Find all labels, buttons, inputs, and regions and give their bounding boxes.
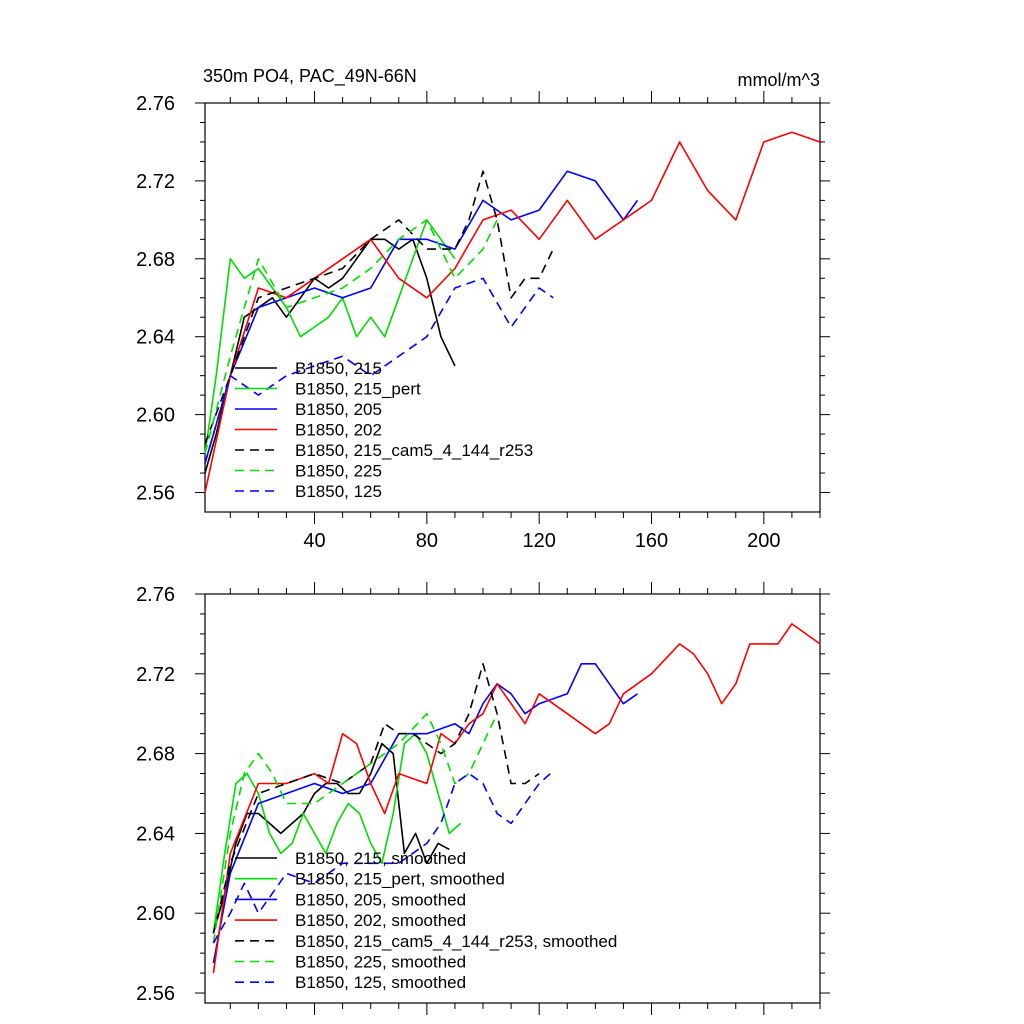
y-tick-label: 2.60 — [136, 903, 175, 925]
series-line — [212, 742, 450, 934]
y-tick-label: 2.72 — [136, 664, 175, 686]
series-line — [204, 170, 639, 464]
series-line — [212, 732, 462, 934]
y-tick-label: 2.56 — [136, 983, 175, 1005]
y-tick-label: 2.76 — [136, 93, 175, 115]
legend-label: B1850, 205, smoothed — [295, 890, 466, 909]
legend-label: B1850, 202, smoothed — [295, 911, 466, 930]
legend-label: B1850, 215_cam5_4_144_r253, smoothed — [295, 932, 617, 951]
series-layer — [212, 623, 821, 974]
y-tick-label: 2.56 — [136, 483, 175, 505]
legend-label: B1850, 202 — [295, 421, 382, 440]
series-line — [204, 131, 821, 493]
series-line — [204, 277, 554, 464]
legend-label: B1850, 215_pert, smoothed — [295, 870, 505, 889]
bottom-panel: 2.56 2.60 2.64 2.68 2.72 2.76 B1850, 215, smo… — [136, 582, 830, 1015]
top-panel: 350m PO4, PAC_49N-66N mmol/m^3 2.562.602… — [136, 66, 830, 552]
axes-frame: 2.56 2.60 2.64 2.68 2.72 2.76 40 80 120 160 200 — [136, 91, 830, 552]
series-layer — [204, 131, 821, 493]
y-tick-label: 2.64 — [136, 823, 175, 845]
series-line — [204, 219, 456, 454]
legend-label: B1850, 215 — [295, 359, 382, 378]
axes-frame: 2.56 2.60 2.64 2.68 2.72 2.76 — [136, 582, 830, 1015]
y-tick-label: 2.64 — [136, 327, 175, 349]
y-tick-label: 2.72 — [136, 171, 175, 193]
legend-label: B1850, 225, smoothed — [295, 953, 466, 972]
legend: B1850, 215, smoothed B1850, 215_pert, smo… — [235, 849, 617, 992]
legend-label: B1850, 125, smoothed — [295, 973, 466, 992]
plot-frame — [204, 102, 821, 513]
legend-label: B1850, 215_pert — [295, 380, 421, 399]
legend-label: B1850, 215_cam5_4_144_r253 — [295, 441, 533, 460]
x-tick-label: 80 — [416, 530, 438, 552]
legend-label: B1850, 205 — [295, 400, 382, 419]
y-tick-label: 2.68 — [136, 744, 175, 766]
legend-label: B1850, 215, smoothed — [295, 849, 466, 868]
y-tick-label: 2.76 — [136, 584, 175, 606]
chart-units: mmol/m^3 — [738, 70, 820, 90]
legend-label: B1850, 225 — [295, 462, 382, 481]
series-line — [204, 219, 498, 454]
plot-frame — [204, 593, 821, 1004]
series-line — [212, 623, 821, 974]
x-tick-label: 40 — [303, 530, 325, 552]
series-line — [212, 772, 551, 944]
series-line — [204, 170, 554, 445]
legend-label: B1850, 125 — [295, 482, 382, 501]
chart-title: 350m PO4, PAC_49N-66N — [203, 66, 417, 87]
x-tick-label: 200 — [747, 530, 780, 552]
y-tick-label: 2.68 — [136, 249, 175, 271]
y-tick-label: 2.60 — [136, 405, 175, 427]
x-tick-label: 120 — [522, 530, 555, 552]
x-tick-label: 160 — [635, 530, 668, 552]
